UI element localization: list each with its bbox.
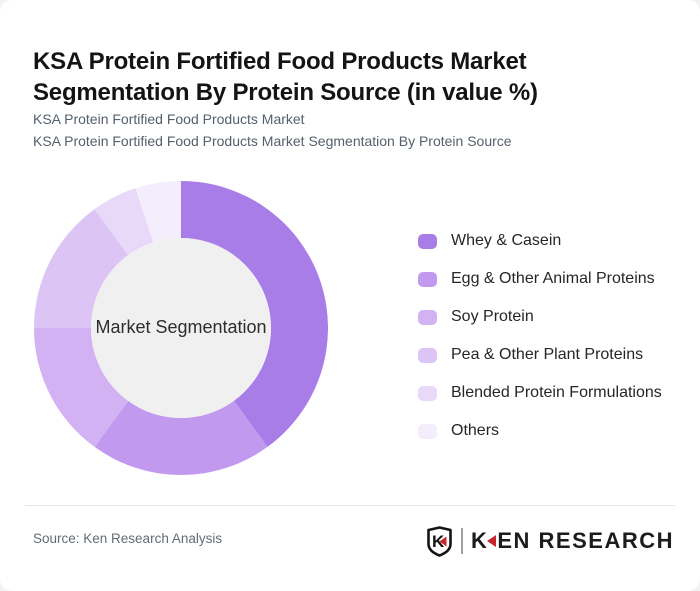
donut-segment-soy-protein[interactable] <box>34 328 129 447</box>
wordmark-red-triangle-icon <box>487 535 497 547</box>
subtitle-line-2: KSA Protein Fortified Food Products Mark… <box>33 133 512 149</box>
legend-item-whey-casein[interactable]: Whey & Casein <box>418 222 680 260</box>
legend-item-soy-protein[interactable]: Soy Protein <box>418 298 680 336</box>
donut-segment-blended-protein-formulations[interactable] <box>94 188 154 256</box>
donut-svg <box>34 181 328 475</box>
legend-swatch <box>418 347 437 363</box>
chart-legend: Whey & Casein Egg & Other Animal Proteins… <box>418 222 680 450</box>
wordmark-k: K <box>470 528 489 553</box>
legend-item-blended-protein-formulations[interactable]: Blended Protein Formulations <box>418 374 680 412</box>
donut-segment-egg-other-animal-proteins[interactable] <box>94 400 268 475</box>
shield-letter: K <box>432 532 445 551</box>
legend-swatch <box>418 271 437 287</box>
donut-segment-pea-other-plant-proteins[interactable] <box>34 209 129 328</box>
legend-label: Soy Protein <box>451 308 534 325</box>
subtitle-line-1: KSA Protein Fortified Food Products Mark… <box>33 111 305 127</box>
legend-label: Pea & Other Plant Proteins <box>451 346 644 363</box>
legend-swatch <box>418 233 437 249</box>
logo-wordmark: K EN RESEARCH <box>471 528 674 554</box>
legend-swatch <box>418 385 437 401</box>
donut-chart: Market Segmentation <box>34 181 328 475</box>
footer-divider <box>25 505 675 506</box>
legend-item-others[interactable]: Others <box>418 412 680 450</box>
legend-item-egg-other-animal-proteins[interactable]: Egg & Other Animal Proteins <box>418 260 680 298</box>
legend-swatch <box>418 423 437 439</box>
donut-center-label: Market Segmentation <box>95 317 267 337</box>
donut-segment-others[interactable] <box>135 181 181 243</box>
source-text: Source: Ken Research Analysis <box>33 531 223 546</box>
legend-label: Blended Protein Formulations <box>451 384 662 401</box>
logo-divider-bar <box>460 528 463 554</box>
page-title: KSA Protein Fortified Food Products Mark… <box>33 48 538 107</box>
donut-segment-whey-casein[interactable] <box>181 181 328 447</box>
legend-swatch <box>418 309 437 325</box>
wordmark-rest: EN RESEARCH <box>497 528 674 553</box>
donut-center-circle <box>91 238 271 418</box>
ken-research-logo: K K EN RESEARCH <box>425 525 674 557</box>
legend-item-pea-other-plant-proteins[interactable]: Pea & Other Plant Proteins <box>418 336 680 374</box>
shield-k-icon: K <box>427 525 452 557</box>
legend-label: Egg & Other Animal Proteins <box>451 270 655 287</box>
subtitle-block: KSA Protein Fortified Food Products Mark… <box>33 108 673 152</box>
legend-label: Others <box>451 422 500 439</box>
legend-label: Whey & Casein <box>451 232 562 249</box>
shield-red-triangle <box>439 536 447 546</box>
